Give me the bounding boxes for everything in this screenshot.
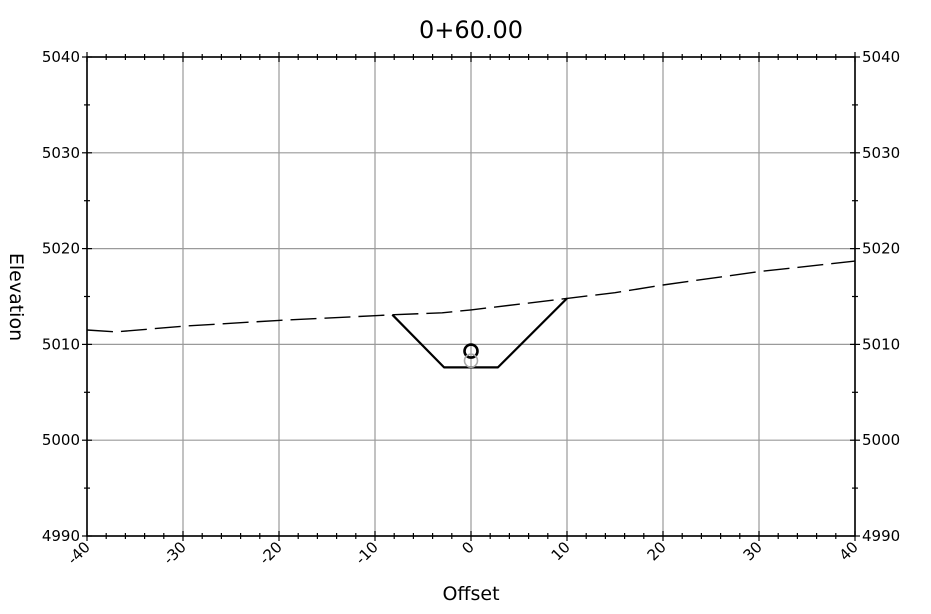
y-tick-label-right: 5040 [862, 48, 900, 66]
x-tick-label: -30 [160, 538, 190, 568]
y-tick-label-left: 5010 [42, 335, 80, 353]
chart-title: 0+60.00 [419, 16, 523, 44]
y-tick-label-right: 4990 [862, 527, 900, 545]
x-tick-label: 10 [548, 538, 574, 564]
x-tick-label: -10 [352, 538, 382, 568]
x-axis-label: Offset [442, 583, 499, 605]
point-marker [463, 343, 479, 359]
point-marker [463, 353, 479, 368]
y-tick-label-left: 5040 [42, 48, 80, 66]
grid-lines [86, 56, 856, 537]
y-tick-labels-left: 4990 5000 5010 5020 5030 5040 [42, 48, 80, 545]
y-tick-labels-right: 4990 5000 5010 5020 5030 5040 [862, 48, 900, 545]
y-tick-label-left: 5000 [42, 431, 80, 449]
y-tick-label-left: 5030 [42, 144, 80, 162]
x-tick-label: -20 [256, 538, 286, 568]
plot-frame [86, 56, 856, 537]
y-tick-label-left: 4990 [42, 527, 80, 545]
data-markers [463, 343, 479, 368]
y-tick-label-right: 5010 [862, 335, 900, 353]
y-tick-label-right: 5020 [862, 240, 900, 258]
x-tick-label: 0 [458, 538, 477, 557]
y-axis-label: Elevation [5, 253, 27, 341]
y-tick-label-right: 5000 [862, 431, 900, 449]
y-tick-label-left: 5020 [42, 240, 80, 258]
x-tick-label: 30 [740, 538, 766, 564]
x-tick-label: 20 [644, 538, 670, 564]
x-tick-label: 40 [836, 538, 862, 564]
x-tick-labels: -40 -30 -20 -10 0 10 20 30 40 [64, 538, 862, 568]
y-tick-label-right: 5030 [862, 144, 900, 162]
existing-ground-line [86, 260, 856, 333]
